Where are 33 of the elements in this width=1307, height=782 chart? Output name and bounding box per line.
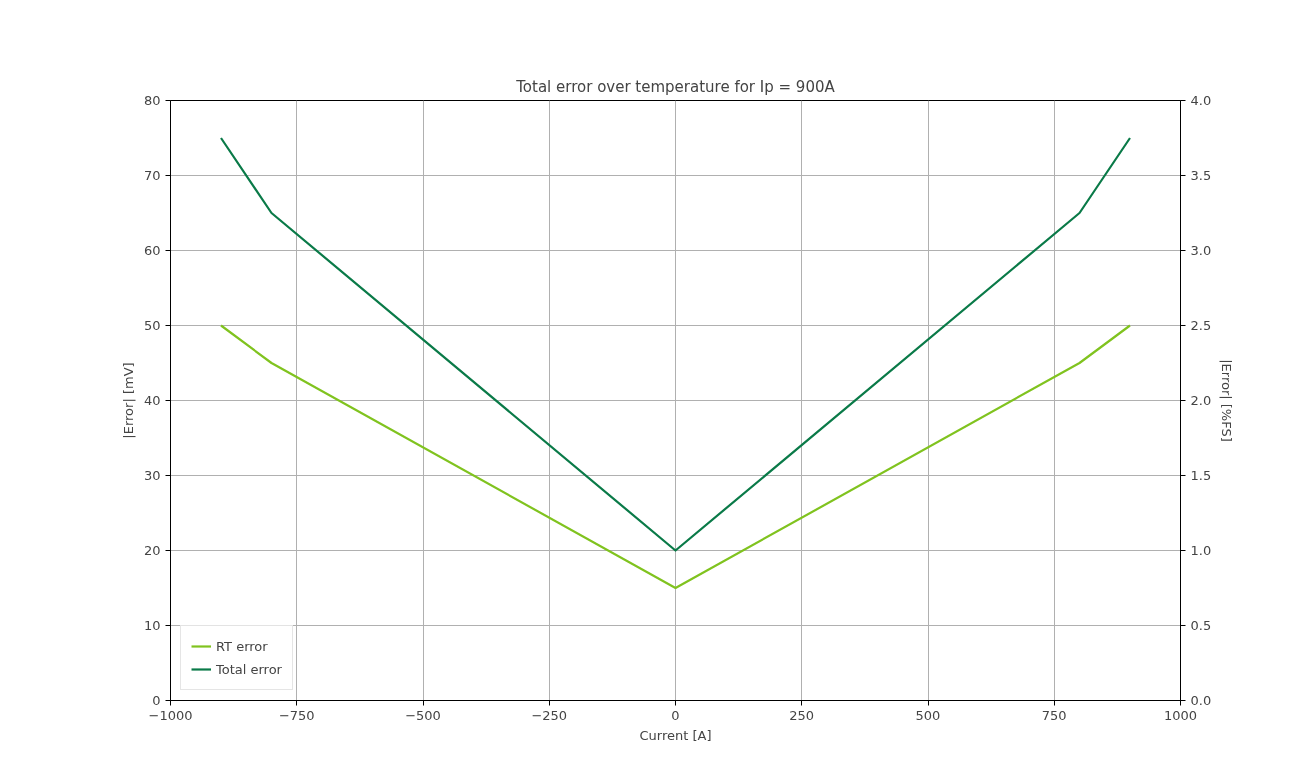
- y2-tick-label: 0.0: [1190, 693, 1212, 708]
- x-axis-title: Current [A]: [639, 727, 712, 743]
- y2-tick-label: 1.0: [1190, 543, 1212, 558]
- y-axis-title: |Error| [mV]: [120, 362, 136, 439]
- legend-label: RT error: [216, 638, 268, 654]
- x-tick-label: −750: [278, 707, 315, 723]
- y-tick-label: 50: [143, 318, 161, 333]
- y-tick-label: 0: [152, 693, 161, 708]
- y2-tick-label: 2.5: [1190, 318, 1212, 333]
- x-tick-label: 0: [671, 707, 680, 723]
- x-tick-label: −1000: [148, 707, 193, 723]
- y-tick-label: 10: [143, 618, 161, 633]
- y-tick-label: 20: [143, 543, 161, 558]
- x-tick-label: −250: [531, 707, 568, 723]
- y-tick-label: 80: [143, 93, 161, 108]
- y-tick-label: 70: [143, 168, 161, 183]
- y2-axis-title: |Error| [%FS]: [1219, 359, 1235, 442]
- y-tick-label: 60: [143, 243, 161, 258]
- x-tick-label: 750: [1041, 707, 1067, 723]
- y2-tick-label: 1.5: [1190, 468, 1212, 483]
- chart-title: Total error over temperature for Ip = 900A: [515, 77, 836, 96]
- y2-tick-label: 2.0: [1190, 393, 1212, 408]
- x-tick-label: 500: [915, 707, 941, 723]
- y2-tick-label: 3.5: [1190, 168, 1212, 183]
- y2-tick-label: 0.5: [1190, 618, 1212, 633]
- y-tick-label: 40: [143, 393, 161, 408]
- x-tick-label: 250: [789, 707, 815, 723]
- x-tick-label: −500: [405, 707, 441, 723]
- x-tick-label: 1000: [1163, 707, 1198, 723]
- legend-label: Total error: [216, 661, 282, 677]
- y2-tick-label: 4.0: [1190, 93, 1212, 108]
- y2-tick-label: 3.0: [1190, 243, 1212, 258]
- y-tick-label: 30: [143, 468, 161, 483]
